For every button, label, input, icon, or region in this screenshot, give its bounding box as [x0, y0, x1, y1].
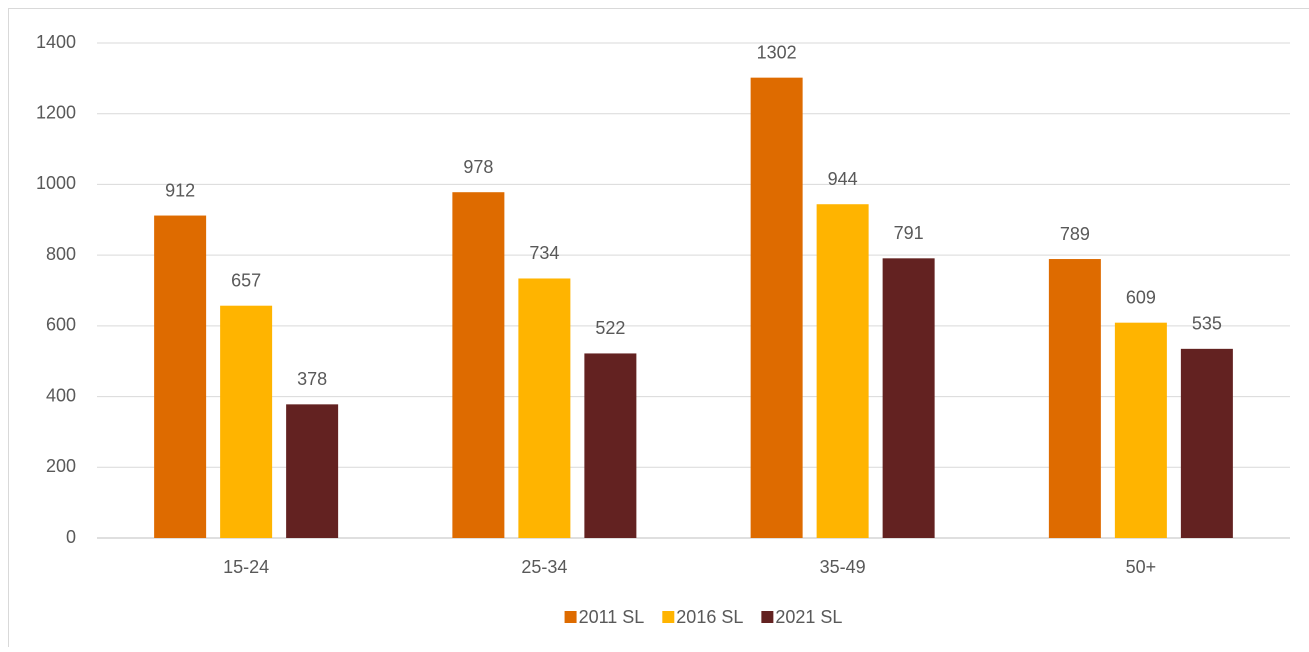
y-tick-label: 600: [46, 315, 76, 335]
legend-swatch: [662, 611, 674, 623]
data-label: 789: [1060, 224, 1090, 244]
legend-label: 2021 SL: [775, 607, 842, 627]
y-tick-label: 1400: [36, 32, 76, 52]
bar: [286, 404, 338, 538]
bar: [452, 192, 504, 538]
bar: [1115, 323, 1167, 538]
y-tick-label: 1200: [36, 102, 76, 122]
y-tick-label: 400: [46, 385, 76, 405]
legend-label: 2016 SL: [676, 607, 743, 627]
x-tick-label: 50+: [1126, 557, 1157, 577]
bar: [584, 353, 636, 538]
legend-label: 2011 SL: [579, 607, 645, 627]
data-label: 944: [828, 169, 858, 189]
data-label: 535: [1192, 314, 1222, 334]
y-tick-label: 1000: [36, 173, 76, 193]
bar: [817, 204, 869, 538]
x-tick-label: 35-49: [820, 557, 866, 577]
bar: [751, 78, 803, 538]
data-label: 1302: [757, 42, 797, 62]
data-label: 791: [894, 223, 924, 243]
bar: [1049, 259, 1101, 538]
bar: [154, 216, 206, 538]
y-tick-label: 800: [46, 244, 76, 264]
bar: [220, 306, 272, 538]
y-tick-label: 0: [66, 527, 76, 547]
bar: [883, 258, 935, 538]
legend-swatch: [565, 611, 577, 623]
data-label: 657: [231, 270, 261, 290]
bar: [518, 278, 570, 538]
data-label: 978: [463, 157, 493, 177]
data-label: 912: [165, 180, 195, 200]
data-label: 522: [595, 318, 625, 338]
bar: [1181, 349, 1233, 538]
x-tick-label: 25-34: [521, 557, 567, 577]
data-label: 609: [1126, 287, 1156, 307]
data-label: 378: [297, 369, 327, 389]
x-tick-label: 15-24: [223, 557, 269, 577]
data-label: 734: [529, 243, 559, 263]
legend-swatch: [761, 611, 773, 623]
y-tick-label: 200: [46, 456, 76, 476]
